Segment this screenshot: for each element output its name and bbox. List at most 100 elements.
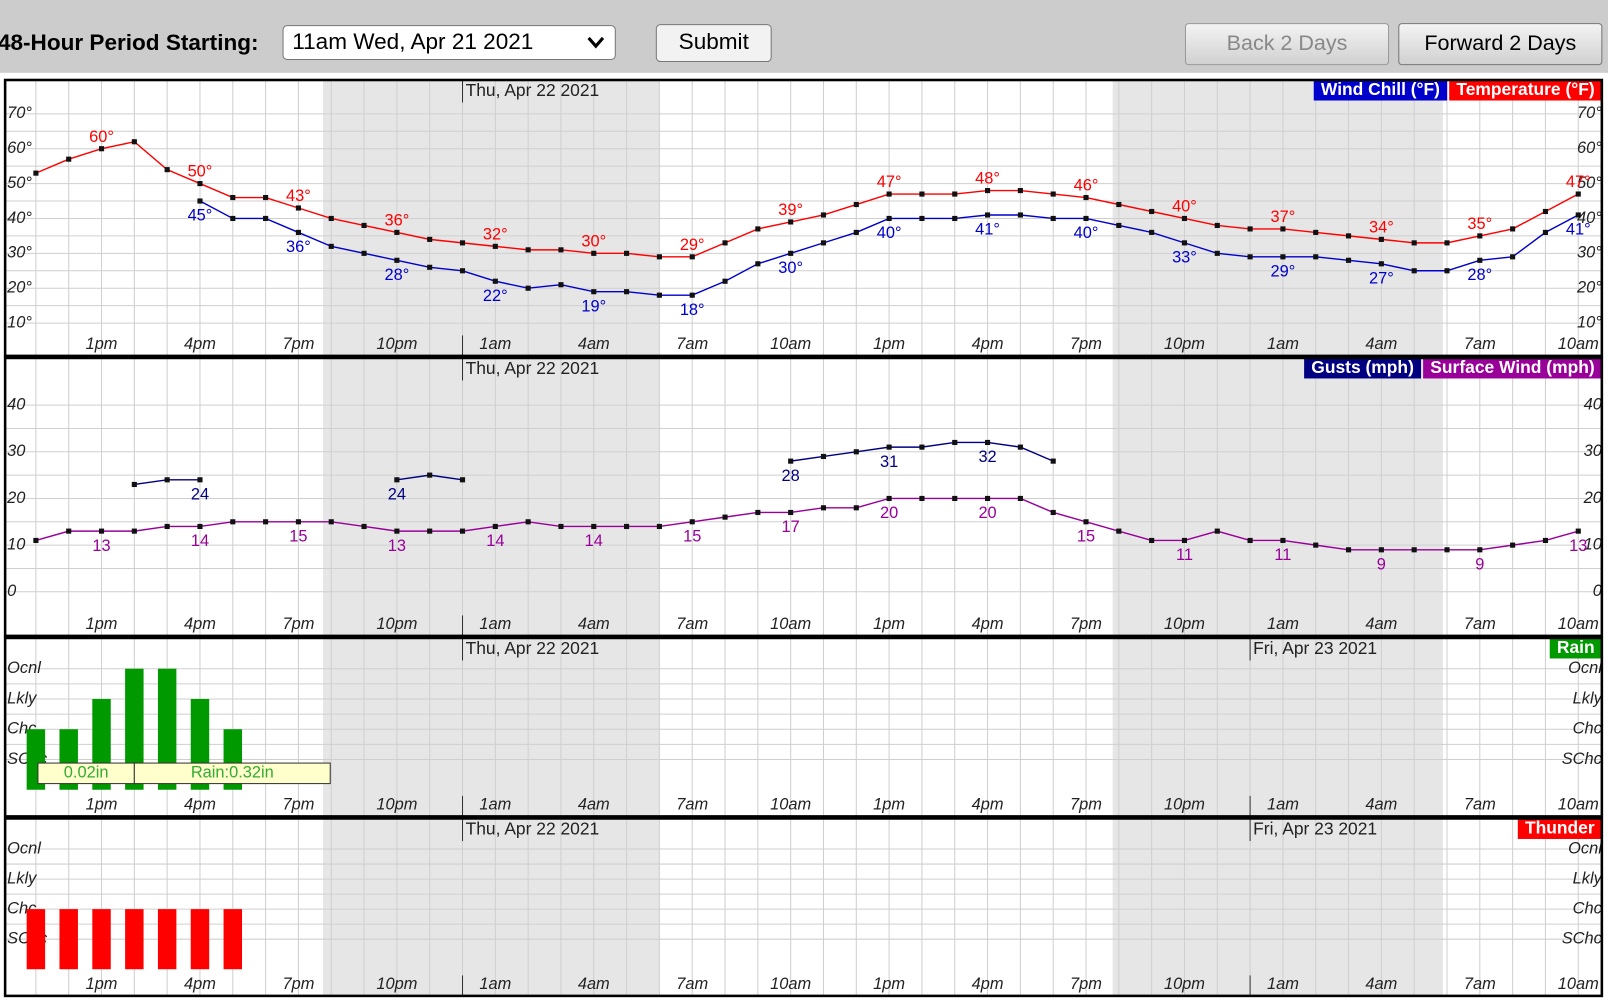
x-tick-label: 4am [1365, 975, 1397, 993]
button-box[interactable] [1184, 23, 1390, 66]
data-label: 28° [1467, 266, 1492, 284]
button-label[interactable]: Back 2 Days [1227, 31, 1348, 55]
select-value[interactable]: 11am Wed, Apr 21 2021 [292, 29, 533, 54]
data-label: 14 [486, 532, 504, 550]
button-box[interactable] [1398, 23, 1603, 66]
data-point [755, 509, 761, 516]
x-tick-label: 4pm [972, 975, 1004, 993]
x-tick-label: 1am [479, 975, 511, 993]
data-point [361, 222, 367, 228]
x-tick-label: 4pm [972, 615, 1004, 633]
x-tick-label: 10am [1558, 335, 1599, 353]
panel-frame [3, 636, 1604, 818]
button-box[interactable] [655, 24, 772, 63]
data-point [952, 495, 958, 502]
y-tick-label: 0 [7, 582, 16, 600]
data-label: 36° [384, 211, 409, 229]
x-tick-label: 7pm [282, 335, 314, 353]
select-arrow[interactable] [587, 36, 605, 49]
data-point [1510, 542, 1516, 548]
panel-frame [3, 78, 1604, 358]
data-point [1050, 458, 1056, 464]
x-tick-label: 7pm [282, 795, 314, 813]
x-tick-label: 1pm [873, 975, 905, 993]
x-tick-label: 4pm [184, 975, 216, 993]
x-tick-label: 1am [479, 335, 511, 353]
forward-button[interactable]: Forward 2 Days [1398, 23, 1603, 66]
data-point [919, 444, 925, 450]
data-label: 20 [880, 504, 898, 522]
data-label: 48° [975, 170, 1000, 188]
x-tick-label: 10am [770, 335, 811, 353]
x-tick-label: 7pm [1070, 335, 1102, 353]
y-tick-label-right: Lkly [1573, 869, 1604, 887]
data-point [164, 523, 170, 530]
data-point [1510, 226, 1516, 232]
data-point [853, 505, 859, 511]
data-point [1280, 254, 1286, 260]
x-tick-label: 1pm [873, 795, 905, 813]
night-shade [323, 637, 660, 817]
data-point [591, 523, 597, 530]
data-label: 29° [1271, 263, 1296, 281]
data-point [755, 226, 761, 232]
legend-label: Wind Chill (°F) [1321, 79, 1440, 99]
y-tick-label-right: SChc [1562, 930, 1603, 948]
data-point [427, 264, 433, 270]
x-tick-label: 10am [1558, 615, 1599, 633]
data-point [295, 229, 301, 235]
data-label: 36° [286, 238, 311, 256]
data-point [131, 481, 137, 488]
data-label: 50° [188, 163, 213, 181]
data-point [1083, 519, 1089, 525]
period-select[interactable]: 11am Wed, Apr 21 2021 [282, 25, 616, 60]
y-tick-label-right: 30° [1577, 244, 1602, 262]
x-tick-label: 10pm [376, 335, 417, 353]
data-point [624, 523, 630, 530]
y-tick-label: 10 [7, 535, 25, 553]
select-box[interactable] [282, 25, 616, 60]
bar [92, 909, 111, 970]
panel-frame [3, 356, 1604, 638]
data-point [1444, 268, 1450, 274]
y-tick-label: Ocnl [7, 659, 42, 677]
data-label: 22° [483, 287, 508, 305]
data-point [131, 139, 137, 145]
data-label: 27° [1369, 270, 1394, 288]
data-point [820, 505, 827, 511]
data-label: 20 [978, 504, 996, 522]
x-tick-label: 1pm [86, 335, 118, 353]
data-label: 30° [581, 232, 606, 250]
x-tick-label: 7am [676, 615, 708, 633]
data-label: 9 [1475, 556, 1484, 574]
button-label[interactable]: Forward 2 Days [1424, 31, 1576, 55]
data-label: 13 [1569, 537, 1587, 555]
x-tick-label: 10pm [376, 615, 417, 633]
data-point [755, 261, 761, 267]
data-point [591, 250, 597, 256]
data-point [985, 188, 991, 194]
submit-button[interactable]: Submit [655, 24, 772, 63]
x-tick-label: 10pm [376, 975, 417, 993]
data-point [1116, 528, 1122, 534]
y-tick-label-right: Ocnl [1568, 659, 1603, 677]
x-tick-label: 10am [1558, 795, 1599, 813]
x-tick-label: 7am [1464, 335, 1496, 353]
data-label: 13 [388, 537, 406, 555]
data-point [1575, 191, 1581, 197]
data-label: 33° [1172, 249, 1197, 267]
data-point [492, 278, 498, 284]
bar [223, 909, 243, 970]
back-button[interactable]: Back 2 Days [1184, 23, 1390, 66]
legend-box [1423, 357, 1602, 379]
data-point [788, 250, 794, 256]
y-tick-label-right: Chc [1573, 899, 1603, 917]
x-tick-label: 4am [578, 335, 610, 353]
button-label[interactable]: Submit [679, 29, 750, 54]
y-tick-label: 20 [6, 489, 25, 507]
data-point [1280, 226, 1286, 232]
night-shade [323, 818, 660, 996]
data-label: 45° [188, 207, 213, 225]
data-point [197, 477, 203, 483]
